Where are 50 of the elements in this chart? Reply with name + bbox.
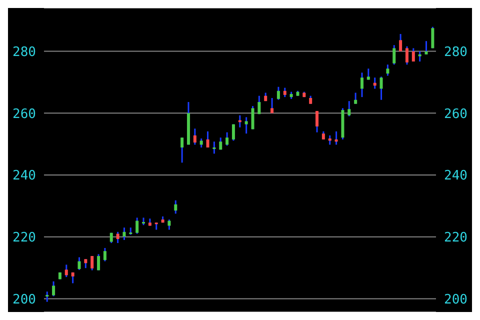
candlestick [97,253,100,271]
candlestick [424,40,428,56]
candlestick [226,132,229,146]
y-tick-label: 260 [12,106,36,122]
candlestick [392,44,396,66]
candlestick [412,47,415,62]
y-tick-label: 280 [12,44,36,60]
candlestick [180,136,184,164]
candlestick [270,97,274,114]
candlestick [386,64,390,76]
candlestick [168,218,171,230]
candlestick [360,72,364,98]
candlestick [399,33,402,52]
candlestick [193,128,196,146]
y2-tick-label: 220 [444,230,468,246]
candlestick [52,280,56,297]
candlestick [251,105,254,130]
candlestick [46,290,49,303]
candlestick [64,264,68,278]
candlestick [380,76,383,101]
candlestick [174,200,178,214]
candlestick [219,136,222,150]
candlestick [334,130,338,146]
candlestick [348,100,351,117]
candlestick [90,255,94,271]
candlestick [373,76,376,90]
candlestick [258,95,261,115]
candlestick [136,216,139,235]
y-tick-label: 240 [12,168,36,184]
candlestick [244,116,248,134]
candlestick [116,231,120,244]
candlestick [354,92,358,105]
candlestick [232,124,235,142]
candlestick [405,46,408,66]
candlestick [431,26,434,49]
candlestick [283,87,286,98]
y2-tick-label: 280 [444,44,468,60]
candlestick [212,140,216,154]
candlestick [316,110,319,134]
y2-tick-label: 260 [444,106,468,122]
candlestick [103,247,106,262]
candlestick [328,134,332,146]
y2-tick-label: 200 [444,292,468,308]
candlestick [78,256,81,271]
y2-tick-label: 240 [444,168,468,184]
y-tick-label: 220 [12,230,36,246]
candlestick [122,226,126,241]
y-tick-label: 200 [12,292,36,308]
candlestick [276,86,280,101]
candlestick [206,130,210,148]
